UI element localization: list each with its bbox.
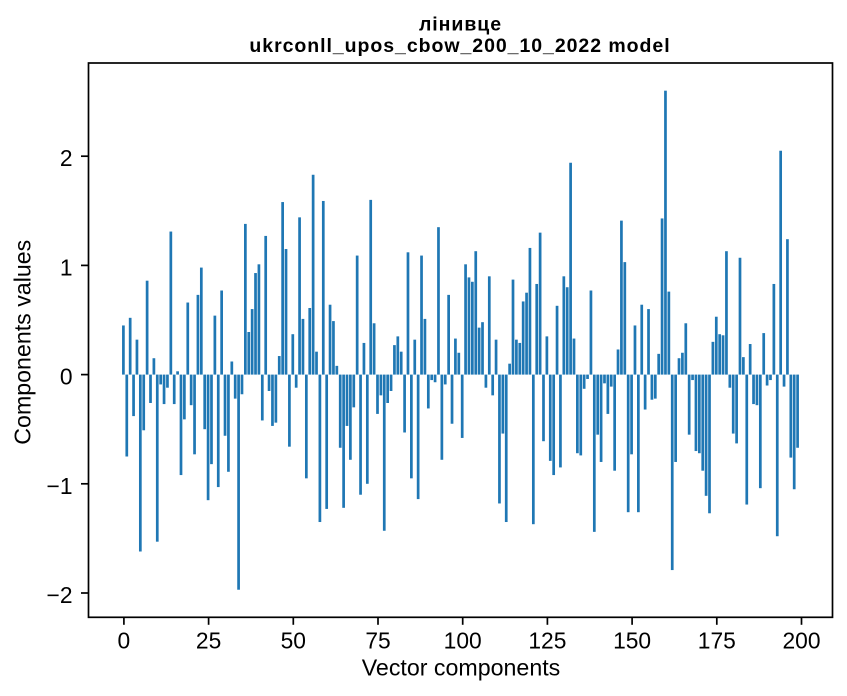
svg-text:0: 0 [60, 364, 73, 390]
svg-text:ukrconll_upos_cbow_200_10_2022: ukrconll_upos_cbow_200_10_2022 model [249, 35, 670, 57]
svg-text:0: 0 [118, 628, 131, 654]
svg-text:75: 75 [365, 628, 390, 654]
svg-text:2: 2 [60, 145, 73, 171]
svg-text:−2: −2 [47, 582, 73, 608]
svg-text:−1: −1 [47, 473, 73, 499]
svg-text:100: 100 [444, 628, 482, 654]
svg-text:Vector components: Vector components [362, 654, 561, 680]
svg-text:1: 1 [60, 254, 73, 280]
svg-text:25: 25 [196, 628, 221, 654]
svg-text:лінивце: лінивце [419, 14, 502, 36]
svg-text:175: 175 [698, 628, 736, 654]
svg-text:125: 125 [528, 628, 566, 654]
svg-text:Components values: Components values [9, 240, 35, 445]
svg-text:200: 200 [782, 628, 820, 654]
svg-text:50: 50 [281, 628, 306, 654]
svg-text:150: 150 [613, 628, 651, 654]
